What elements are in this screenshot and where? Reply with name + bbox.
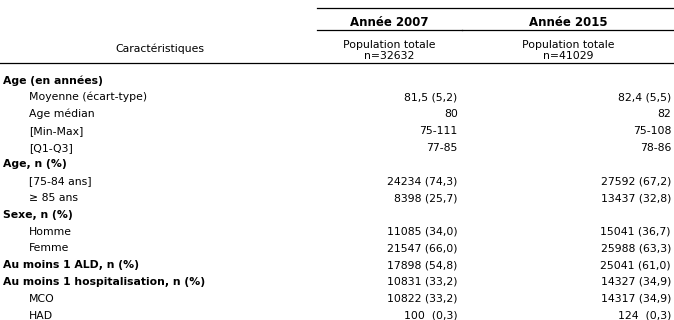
Text: Population totale: Population totale <box>343 40 435 50</box>
Text: 10822 (33,2): 10822 (33,2) <box>387 294 458 304</box>
Text: 124  (0,3): 124 (0,3) <box>617 311 671 320</box>
Text: 14317 (34,9): 14317 (34,9) <box>601 294 671 304</box>
Text: 8398 (25,7): 8398 (25,7) <box>394 193 458 203</box>
Text: Age, n (%): Age, n (%) <box>3 159 67 169</box>
Text: 13437 (32,8): 13437 (32,8) <box>601 193 671 203</box>
Text: 24234 (74,3): 24234 (74,3) <box>388 176 458 186</box>
Text: 82,4 (5,5): 82,4 (5,5) <box>618 92 671 102</box>
Text: 14327 (34,9): 14327 (34,9) <box>601 277 671 287</box>
Text: HAD: HAD <box>29 311 53 320</box>
Text: Caractéristiques: Caractéristiques <box>115 44 205 54</box>
Text: Homme: Homme <box>29 227 72 236</box>
Text: ≥ 85 ans: ≥ 85 ans <box>29 193 78 203</box>
Text: Age médian: Age médian <box>29 109 94 119</box>
Text: 25041 (61,0): 25041 (61,0) <box>601 260 671 270</box>
Text: Moyenne (écart-type): Moyenne (écart-type) <box>29 92 147 102</box>
Text: 15041 (36,7): 15041 (36,7) <box>601 227 671 236</box>
Text: Au moins 1 hospitalisation, n (%): Au moins 1 hospitalisation, n (%) <box>3 277 206 287</box>
Text: Année 2007: Année 2007 <box>350 16 429 29</box>
Text: Année 2015: Année 2015 <box>528 16 607 29</box>
Text: Population totale: Population totale <box>522 40 614 50</box>
Text: n=41029: n=41029 <box>543 51 593 61</box>
Text: 10831 (33,2): 10831 (33,2) <box>387 277 458 287</box>
Text: 81,5 (5,2): 81,5 (5,2) <box>404 92 458 102</box>
Text: 78-86: 78-86 <box>640 143 671 153</box>
Text: 17898 (54,8): 17898 (54,8) <box>388 260 458 270</box>
Text: 82: 82 <box>657 109 671 119</box>
Text: 80: 80 <box>443 109 458 119</box>
Text: 75-111: 75-111 <box>419 126 458 136</box>
Text: MCO: MCO <box>29 294 55 304</box>
Text: Age (en années): Age (en années) <box>3 75 103 86</box>
Text: 11085 (34,0): 11085 (34,0) <box>387 227 458 236</box>
Text: 75-108: 75-108 <box>633 126 671 136</box>
Text: 100  (0,3): 100 (0,3) <box>404 311 458 320</box>
Text: Sexe, n (%): Sexe, n (%) <box>3 210 73 220</box>
Text: Femme: Femme <box>29 244 69 253</box>
Text: n=32632: n=32632 <box>364 51 415 61</box>
Text: 25988 (63,3): 25988 (63,3) <box>601 244 671 253</box>
Text: 21547 (66,0): 21547 (66,0) <box>387 244 458 253</box>
Text: 77-85: 77-85 <box>427 143 458 153</box>
Text: [75-84 ans]: [75-84 ans] <box>29 176 92 186</box>
Text: Au moins 1 ALD, n (%): Au moins 1 ALD, n (%) <box>3 260 140 270</box>
Text: 27592 (67,2): 27592 (67,2) <box>601 176 671 186</box>
Text: [Q1-Q3]: [Q1-Q3] <box>29 143 73 153</box>
Text: [Min-Max]: [Min-Max] <box>29 126 84 136</box>
